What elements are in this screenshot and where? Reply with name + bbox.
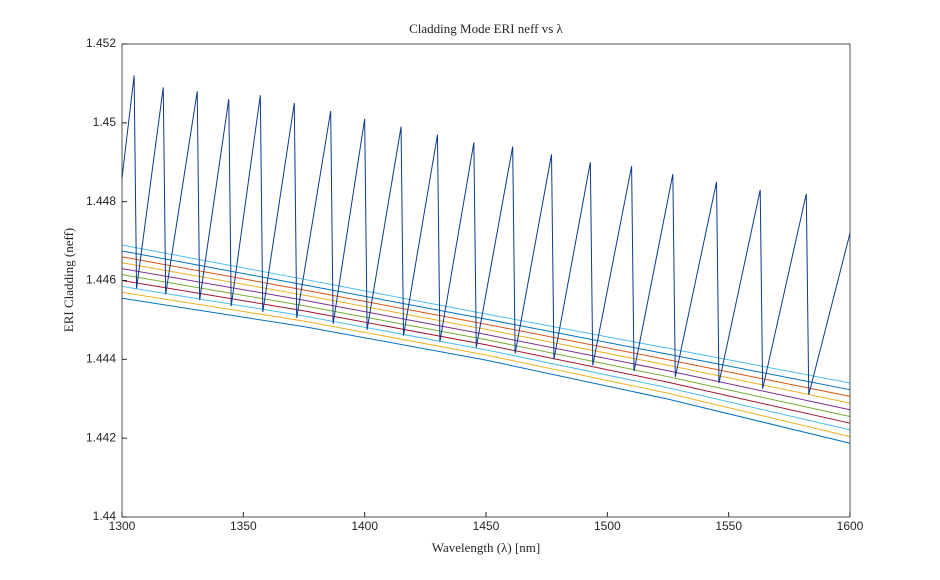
chart-title: Cladding Mode ERI neff vs λ	[409, 21, 563, 36]
data-line	[121, 256, 851, 397]
data-line	[121, 280, 851, 424]
y-axis-label: ERI Cladding (neff)	[61, 228, 76, 332]
x-tick-label: 1500	[594, 519, 621, 533]
data-line	[121, 285, 851, 431]
data-line	[121, 297, 851, 444]
y-tick-label: 1.446	[86, 273, 116, 287]
y-tick-label: 1.45	[93, 115, 117, 129]
data-line	[121, 75, 851, 395]
x-tick-label: 1550	[715, 519, 742, 533]
x-tick-label: 1400	[351, 519, 378, 533]
y-tick-label: 1.444	[86, 352, 116, 366]
x-tick-label: 1300	[109, 519, 136, 533]
data-line	[121, 262, 851, 404]
x-tick-label: 1450	[473, 519, 500, 533]
x-axis-label: Wavelength (λ) [nm]	[432, 540, 541, 555]
y-tick-label: 1.448	[86, 194, 116, 208]
data-line	[121, 268, 851, 411]
data-line	[121, 250, 851, 391]
y-tick-label: 1.442	[86, 430, 116, 444]
data-line	[121, 274, 851, 417]
y-tick-label: 1.44	[93, 509, 117, 523]
x-tick-label: 1600	[837, 519, 864, 533]
data-line	[121, 244, 851, 384]
y-tick-label: 1.452	[86, 36, 116, 50]
x-tick-label: 1350	[230, 519, 257, 533]
data-line	[121, 291, 851, 438]
